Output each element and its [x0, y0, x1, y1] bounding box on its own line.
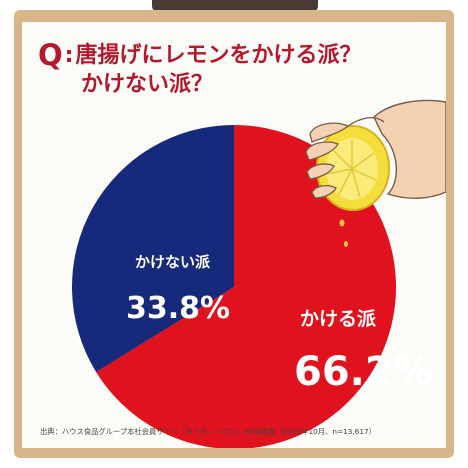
hand-squeezing-lemon-illustration [305, 99, 446, 247]
finger-3 [306, 163, 335, 180]
slice-value-2: 33.8% [126, 291, 230, 326]
pie-slice-1 [96, 125, 396, 448]
pie-chart: かける派 66.2% かけない派 33.8% [72, 99, 446, 448]
clipboard-board: かける派 66.2% かけない派 33.8% Q:唐揚げにレモンをかける派？ かけない… [14, 10, 454, 458]
juice-drop-1 [339, 219, 345, 227]
clipboard-clip [152, 0, 318, 12]
question-line-2: かけない派？ [81, 72, 214, 98]
pie-slices [72, 125, 396, 448]
slice-label-1: かける派 [300, 308, 377, 330]
pie-slice-2 [72, 125, 234, 373]
paper-sheet: かける派 66.2% かけない派 33.8% Q:唐揚げにレモンをかける派？ かけない… [22, 22, 446, 448]
question-colon: : [64, 43, 74, 68]
lemon-segments [326, 140, 377, 198]
question-line-1: Q:唐揚げにレモンをかける派？ [38, 38, 434, 72]
juice-drop-2 [344, 241, 348, 247]
question-q-mark: Q [38, 38, 63, 72]
question-title: Q:唐揚げにレモンをかける派？ かけない派？ [38, 38, 434, 98]
slice-value-1: 66.2% [294, 349, 433, 395]
finger-2 [305, 141, 339, 161]
slice-label-2: かけない派 [135, 253, 211, 271]
finger-1 [309, 122, 350, 143]
question-text-1: 唐揚げにレモンをかける派？ [75, 43, 362, 68]
finger-4 [311, 185, 337, 199]
thumb-line [347, 116, 385, 127]
hand-palm [373, 99, 446, 199]
source-note: 出典：ハウス食品グループ本社会員サイト「おうち、ハウス」WEB調査（2020年1… [40, 427, 376, 436]
pie-labels: かける派 66.2% かけない派 33.8% [126, 253, 433, 395]
